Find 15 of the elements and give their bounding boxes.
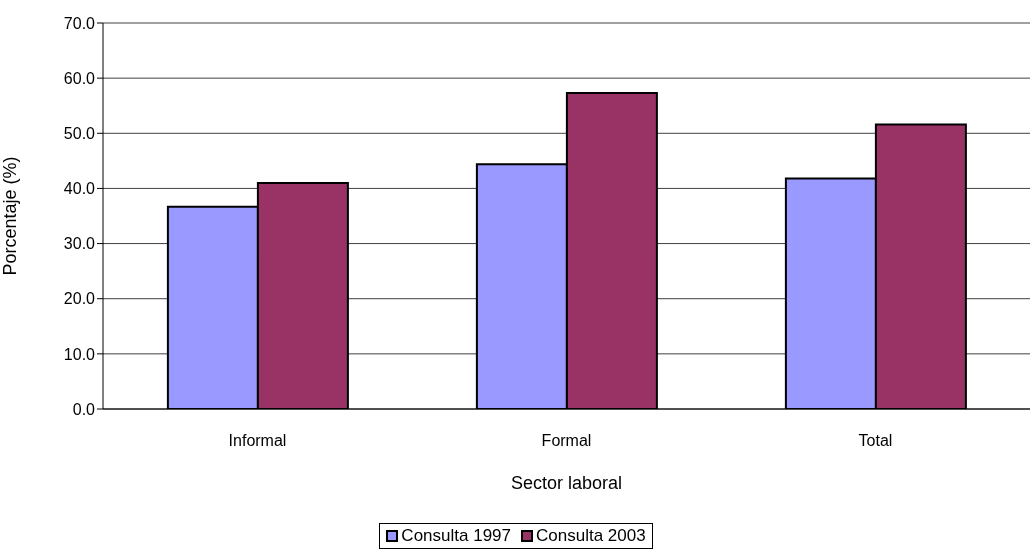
y-tick-label: 10.0 <box>63 345 96 363</box>
legend-label: Consulta 2003 <box>536 526 646 546</box>
y-tick-label: 40.0 <box>63 180 96 198</box>
x-tick-label: Total <box>858 432 893 450</box>
y-tick-label: 20.0 <box>63 290 96 308</box>
x-tick-label: Formal <box>541 432 592 450</box>
legend-label: Consulta 1997 <box>401 526 511 546</box>
y-tick-label: 60.0 <box>63 69 96 87</box>
x-tick-label: Informal <box>228 432 287 450</box>
y-axis-title: Porcentaje (%) <box>0 156 21 276</box>
y-tick-label: 0.0 <box>72 400 96 418</box>
y-tick-label: 30.0 <box>63 235 96 253</box>
y-tick-label: 70.0 <box>63 14 96 32</box>
y-tick-label: 50.0 <box>63 124 96 142</box>
x-axis-title: Sector laboral <box>510 473 623 493</box>
